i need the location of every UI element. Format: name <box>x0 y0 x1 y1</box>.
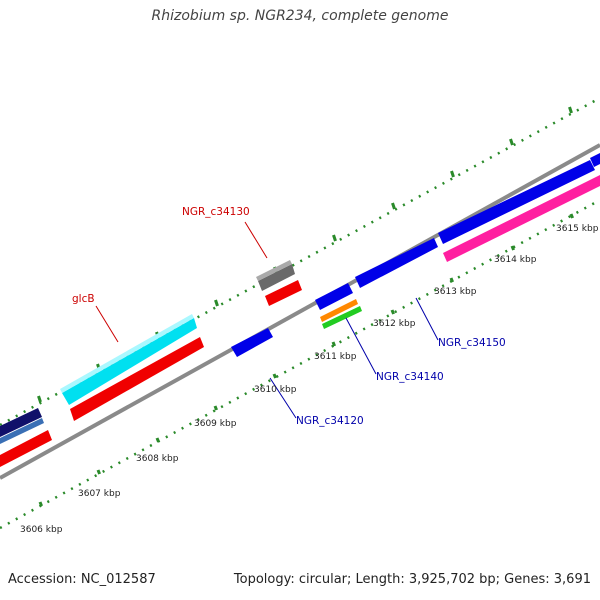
inner-cds-band <box>231 283 362 357</box>
tick-label: 3609 kbp <box>194 419 237 429</box>
cds-blue-arrow-1[interactable] <box>355 238 438 288</box>
gene-label-leaders <box>95 221 439 419</box>
gene-labels: glcB NGR_c34130 NGR_c34120 NGR_c34140 NG… <box>72 206 506 427</box>
tick-label: 3614 kbp <box>494 255 537 265</box>
leader-glcB <box>95 305 119 343</box>
cds-red-left-arrow[interactable] <box>0 430 52 467</box>
gene-NGR_c34130-arrow[interactable] <box>258 264 295 291</box>
tick-label: 3610 kbp <box>254 385 297 395</box>
genome-stats-text: Topology: circular; Length: 3,925,702 bp… <box>233 572 591 587</box>
cds-blue-small-arrow[interactable] <box>315 283 353 310</box>
cds-pink-arrow[interactable] <box>443 175 600 262</box>
gene-glcB-arrow[interactable] <box>62 318 197 405</box>
gene-label-NGR_c34150[interactable]: NGR_c34150 <box>438 337 506 349</box>
inner-major-ticks <box>38 213 574 507</box>
gene-NGR_c34120-arrow[interactable] <box>231 328 273 357</box>
cds-blue-arrow-2[interactable] <box>438 160 595 244</box>
map-title: Rhizobium sp. NGR234, complete genome <box>151 8 449 24</box>
tick-label: 3611 kbp <box>314 352 357 362</box>
genome-backbone <box>0 143 600 480</box>
inner-dotted-line <box>0 198 600 530</box>
tick-label: 3613 kbp <box>434 287 477 297</box>
leader-NGR_c34120 <box>269 377 297 419</box>
gene-NGR_c34140-orange[interactable] <box>320 299 358 322</box>
cds-blue-arrow-3[interactable] <box>590 153 600 167</box>
accession-text: Accession: NC_012587 <box>8 572 156 587</box>
tick-label: 3615 kbp <box>556 224 599 234</box>
gene-label-NGR_c34130[interactable]: NGR_c34130 <box>182 206 250 218</box>
cds-steelblue-arrow[interactable] <box>0 418 44 444</box>
outer-cds-band <box>0 153 600 467</box>
leader-NGR_c34150 <box>415 297 439 341</box>
gene-label-glcB[interactable]: glcB <box>72 293 95 305</box>
cds-red-long-arrow[interactable] <box>70 337 204 421</box>
leader-NGR_c34130 <box>244 221 268 259</box>
tick-label: 3607 kbp <box>78 489 121 499</box>
cds-red-small-arrow[interactable] <box>265 280 302 306</box>
cds-navy-arrow[interactable] <box>0 408 42 437</box>
gene-label-NGR_c34120[interactable]: NGR_c34120 <box>296 415 364 427</box>
kbp-tick-labels: 3606 kbp 3607 kbp 3608 kbp 3609 kbp 3610… <box>20 224 599 535</box>
leader-NGR_c34140 <box>345 317 377 375</box>
tick-label: 3606 kbp <box>20 525 63 535</box>
inner-tick-track <box>0 198 600 530</box>
gene-NGR_c34140-green[interactable] <box>322 306 362 329</box>
tick-label: 3612 kbp <box>373 319 416 329</box>
gene-label-NGR_c34140[interactable]: NGR_c34140 <box>376 371 444 383</box>
tick-label: 3608 kbp <box>136 454 179 464</box>
